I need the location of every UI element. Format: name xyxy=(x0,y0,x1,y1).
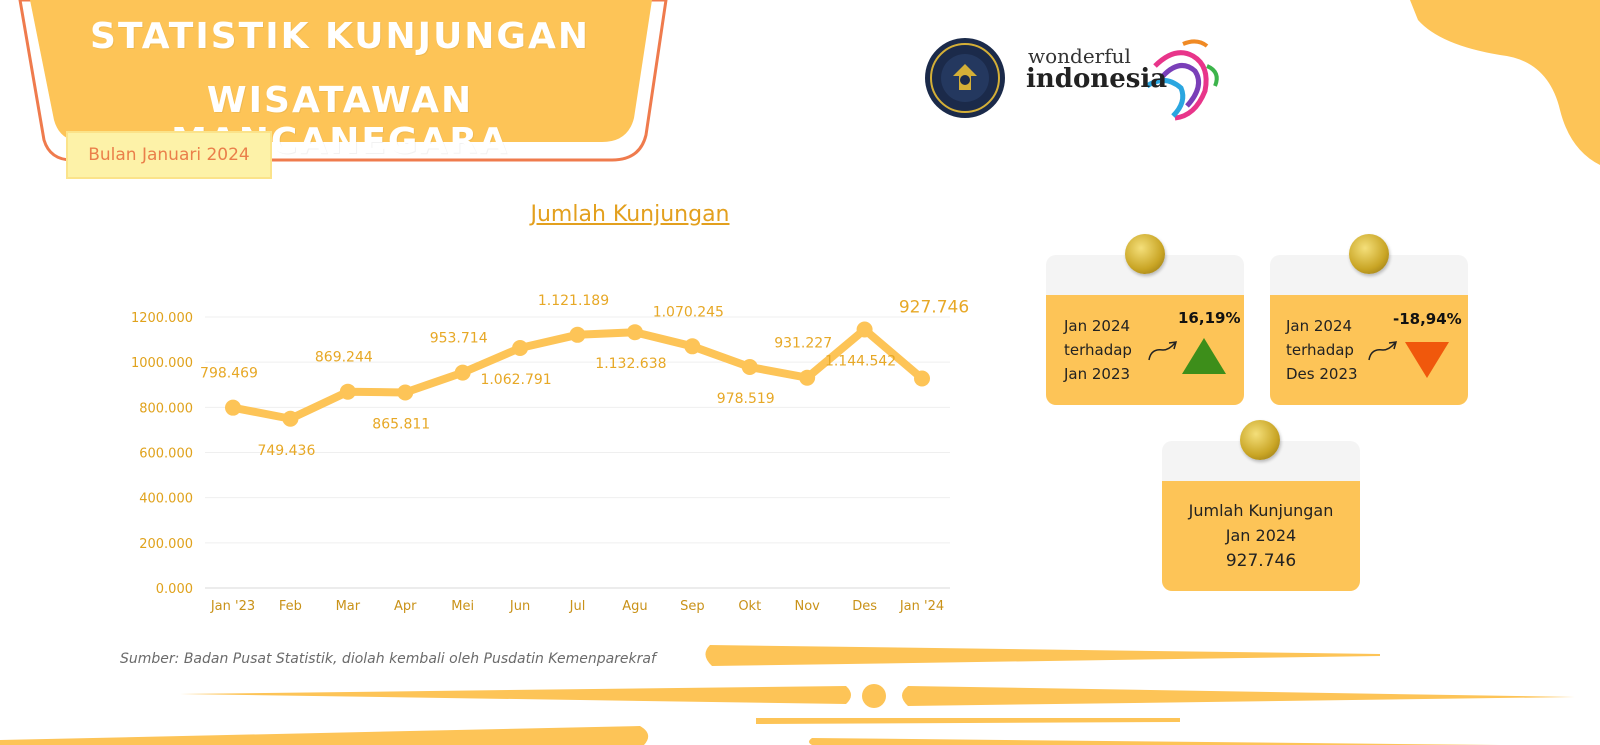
x-tick-label: Jan '23 xyxy=(210,599,255,614)
data-point xyxy=(569,326,586,343)
y-tick-label: 0.000 xyxy=(156,582,193,597)
curved-arrow-icon xyxy=(1368,341,1398,361)
data-point xyxy=(684,338,701,355)
brush-stroke xyxy=(705,645,1380,666)
brush-stroke xyxy=(756,718,1180,724)
data-point xyxy=(856,321,873,338)
line-chart: 0.000 200.000 400.000 600.000 800.000 1000.00… xyxy=(131,293,969,614)
chart-title: Jumlah Kunjungan xyxy=(530,202,730,227)
yoy-line-3: Jan 2023 xyxy=(1064,365,1131,383)
data-label: 1.121.189 xyxy=(538,293,609,309)
mom-line-1: Jan 2024 xyxy=(1286,317,1353,335)
x-tick-label: Des xyxy=(852,599,877,614)
data-point xyxy=(397,384,414,401)
yoy-line-1: Jan 2024 xyxy=(1064,317,1131,335)
data-label: 1.144.542 xyxy=(825,354,896,370)
x-tick-label: Feb xyxy=(279,599,302,614)
data-label: 1.062.791 xyxy=(480,372,551,388)
page-title-line-1: STATISTIK KUNJUNGAN xyxy=(90,16,590,57)
y-tick-label: 1000.000 xyxy=(131,356,193,371)
data-point xyxy=(626,324,643,341)
mom-percentage: -18,94% xyxy=(1393,310,1462,328)
y-tick-label: 600.000 xyxy=(139,447,193,462)
data-label: 869.244 xyxy=(315,350,373,366)
data-point xyxy=(282,410,299,427)
brush-stroke xyxy=(809,738,1500,745)
triangle-down-icon xyxy=(1405,342,1449,378)
x-tick-label: Jul xyxy=(569,599,586,614)
brush-stroke xyxy=(0,726,649,745)
curved-arrow-icon xyxy=(1148,341,1178,361)
data-label: 749.436 xyxy=(257,443,315,459)
brush-stroke xyxy=(180,686,851,704)
data-point xyxy=(799,369,816,386)
total-card-label-2: Jan 2024 xyxy=(1225,526,1297,545)
x-tick-label: Agu xyxy=(622,599,647,614)
pushpin-icon xyxy=(1125,234,1165,274)
wonderful-indonesia-bird-icon xyxy=(1145,39,1219,121)
x-tick-label: Nov xyxy=(794,599,820,614)
brush-dot xyxy=(862,684,886,708)
header-banner-outline xyxy=(18,0,668,162)
yoy-line-2: terhadap xyxy=(1064,341,1132,359)
x-tick-label: Mar xyxy=(336,599,361,614)
mom-line-3: Des 2023 xyxy=(1286,365,1358,383)
y-tick-label: 400.000 xyxy=(139,492,193,507)
period-badge: Bulan Januari 2024 xyxy=(66,131,272,179)
x-tick-label: Mei xyxy=(451,599,474,614)
brand-text-wonderful: wonderful xyxy=(1028,44,1131,68)
brand-text-indonesia: indonesia xyxy=(1026,64,1168,94)
total-card-value: 927.746 xyxy=(1225,551,1297,571)
mom-card-caption: Jan 2024 terhadap Des 2023 xyxy=(1286,314,1358,386)
x-tick-label: Apr xyxy=(394,599,417,614)
pushpin-icon xyxy=(1240,420,1280,460)
x-tick-label: Jan '24 xyxy=(899,599,944,614)
data-point xyxy=(225,399,241,416)
logo-group xyxy=(925,38,1219,121)
data-label: 1.070.245 xyxy=(653,304,724,320)
total-card-label-1: Jumlah Kunjungan xyxy=(1188,501,1334,520)
triangle-up-icon xyxy=(1182,338,1226,374)
x-tick-label: Okt xyxy=(738,599,761,614)
data-point xyxy=(512,339,529,356)
x-tick-label: Jun xyxy=(509,599,530,614)
y-tick-label: 1200.000 xyxy=(131,311,193,326)
data-point xyxy=(741,359,758,376)
corner-blob xyxy=(1410,0,1600,165)
page-title-line-2: WISATAWAN MANCANEGARA xyxy=(171,80,509,162)
data-point xyxy=(454,364,471,381)
brush-stroke xyxy=(902,686,1575,706)
data-label: 865.811 xyxy=(372,416,430,432)
data-label: 798.469 xyxy=(200,366,258,382)
garuda-emblem-icon xyxy=(925,38,1005,118)
yoy-percentage: 16,19% xyxy=(1178,309,1241,327)
data-label: 953.714 xyxy=(430,331,488,347)
data-point xyxy=(914,370,930,387)
x-tick-label: Sep xyxy=(680,599,705,614)
data-point xyxy=(339,383,356,400)
pushpin-icon xyxy=(1349,234,1389,274)
yoy-card-caption: Jan 2024 terhadap Jan 2023 xyxy=(1064,314,1132,386)
source-note: Sumber: Badan Pusat Statistik, diolah ke… xyxy=(120,651,656,667)
y-tick-label: 800.000 xyxy=(139,401,193,416)
mom-line-2: terhadap xyxy=(1286,341,1354,359)
header-banner xyxy=(30,0,652,142)
y-tick-label: 200.000 xyxy=(139,537,193,552)
data-label: 1.132.638 xyxy=(595,356,666,372)
data-label: 927.746 xyxy=(899,297,969,317)
data-label: 931.227 xyxy=(774,336,832,352)
data-label: 978.519 xyxy=(717,391,775,407)
